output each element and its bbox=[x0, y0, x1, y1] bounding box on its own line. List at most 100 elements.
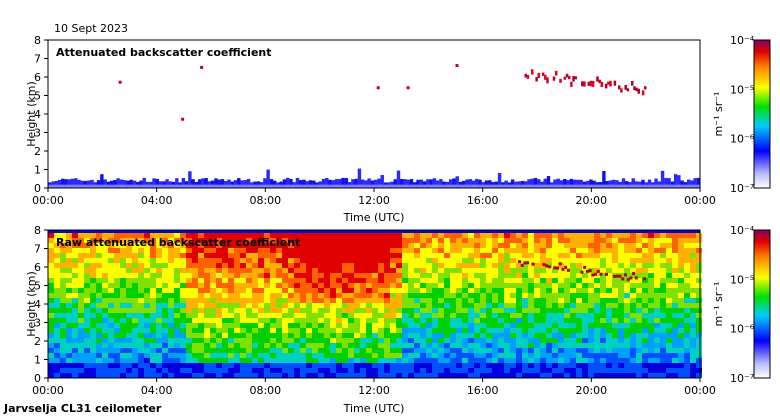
raw-signal-cell bbox=[468, 353, 474, 358]
raw-signal-cell bbox=[360, 238, 366, 243]
raw-signal-cell bbox=[426, 273, 432, 278]
raw-signal-cell bbox=[198, 268, 204, 273]
raw-signal-cell bbox=[300, 288, 306, 293]
raw-signal-cell bbox=[336, 263, 342, 268]
raw-signal-cell bbox=[90, 298, 96, 303]
raw-signal-cell bbox=[114, 313, 120, 318]
raw-signal-cell bbox=[132, 238, 138, 243]
raw-signal-cell bbox=[312, 353, 318, 358]
raw-signal-cell bbox=[216, 233, 222, 238]
raw-signal-cell bbox=[528, 373, 534, 378]
raw-signal-cell bbox=[402, 263, 408, 268]
raw-signal-cell bbox=[240, 338, 246, 343]
boundary-layer-base bbox=[537, 184, 541, 188]
raw-signal-cell bbox=[48, 238, 54, 243]
raw-signal-cell bbox=[492, 348, 498, 353]
raw-signal-cell bbox=[276, 308, 282, 313]
raw-signal-cell bbox=[642, 328, 648, 333]
raw-signal-cell bbox=[78, 328, 84, 333]
raw-signal-cell bbox=[546, 288, 552, 293]
raw-signal-cell bbox=[522, 293, 528, 298]
raw-signal-cell bbox=[156, 283, 162, 288]
boundary-layer-base bbox=[51, 184, 55, 188]
raw-signal-cell bbox=[690, 368, 696, 373]
raw-signal-cell bbox=[558, 293, 564, 298]
raw-signal-cell bbox=[474, 263, 480, 268]
boundary-layer-base bbox=[227, 184, 231, 188]
raw-signal-cell bbox=[288, 308, 294, 313]
raw-signal-cell bbox=[450, 328, 456, 333]
instrument-label: Jarvselja CL31 ceilometer bbox=[3, 402, 162, 415]
raw-signal-cell bbox=[330, 288, 336, 293]
raw-signal-cell bbox=[60, 333, 66, 338]
raw-signal-cell bbox=[174, 348, 180, 353]
raw-signal-cell bbox=[534, 293, 540, 298]
raw-signal-cell bbox=[390, 313, 396, 318]
raw-signal-cell bbox=[420, 233, 426, 238]
raw-signal-cell bbox=[480, 363, 486, 368]
raw-signal-cell bbox=[492, 373, 498, 378]
raw-signal-cell bbox=[618, 248, 624, 253]
raw-signal-cell bbox=[588, 243, 594, 248]
raw-signal-cell bbox=[426, 278, 432, 283]
boundary-layer-base bbox=[64, 184, 68, 188]
raw-signal-cell bbox=[516, 373, 522, 378]
raw-signal-cell bbox=[540, 333, 546, 338]
raw-signal-cell bbox=[618, 258, 624, 263]
raw-signal-cell bbox=[516, 273, 522, 278]
raw-signal-cell bbox=[360, 323, 366, 328]
cloud-pixel bbox=[585, 269, 589, 273]
raw-signal-cell bbox=[108, 303, 114, 308]
raw-signal-cell bbox=[222, 373, 228, 378]
raw-signal-cell bbox=[594, 348, 600, 353]
raw-signal-cell bbox=[48, 338, 54, 343]
raw-signal-cell bbox=[252, 233, 258, 238]
boundary-layer-base bbox=[419, 184, 424, 188]
raw-signal-cell bbox=[222, 278, 228, 283]
raw-signal-cell bbox=[186, 268, 192, 273]
raw-signal-cell bbox=[378, 308, 384, 313]
raw-signal-cell bbox=[504, 373, 510, 378]
boundary-layer-base bbox=[240, 184, 244, 188]
raw-signal-cell bbox=[348, 358, 354, 363]
raw-signal-cell bbox=[552, 363, 558, 368]
raw-signal-cell bbox=[510, 258, 516, 263]
raw-signal-cell bbox=[66, 348, 72, 353]
raw-signal-cell bbox=[558, 248, 564, 253]
raw-signal-cell bbox=[324, 308, 330, 313]
raw-signal-cell bbox=[468, 308, 474, 313]
boundary-layer-base bbox=[572, 184, 577, 188]
cloud-pixel bbox=[520, 263, 524, 267]
raw-signal-cell bbox=[162, 243, 168, 248]
raw-signal-cell bbox=[306, 303, 312, 308]
raw-signal-cell bbox=[540, 298, 546, 303]
raw-signal-cell bbox=[504, 273, 510, 278]
raw-signal-cell bbox=[594, 248, 600, 253]
boundary-layer-column bbox=[537, 179, 541, 188]
raw-signal-cell bbox=[480, 233, 486, 238]
x-axis-label-2: Time (UTC) bbox=[343, 402, 405, 415]
raw-signal-cell bbox=[426, 343, 432, 348]
raw-signal-cell bbox=[66, 263, 72, 268]
boundary-layer-column bbox=[615, 180, 619, 188]
raw-signal-cell bbox=[48, 263, 54, 268]
raw-signal-cell bbox=[156, 248, 162, 253]
raw-signal-cell bbox=[630, 298, 636, 303]
raw-signal-cell bbox=[288, 318, 294, 323]
boundary-layer-column bbox=[77, 179, 81, 188]
raw-signal-cell bbox=[60, 248, 66, 253]
raw-signal-cell bbox=[96, 293, 102, 298]
raw-signal-cell bbox=[378, 333, 384, 338]
boundary-layer-column bbox=[497, 172, 502, 188]
raw-signal-cell bbox=[378, 273, 384, 278]
cloud-pixel bbox=[541, 72, 545, 76]
cloud-pixel bbox=[613, 274, 617, 278]
raw-signal-cell bbox=[354, 283, 360, 288]
raw-signal-cell bbox=[468, 328, 474, 333]
raw-signal-cell bbox=[126, 303, 132, 308]
raw-signal-cell bbox=[102, 268, 108, 273]
raw-signal-cell bbox=[120, 298, 126, 303]
raw-signal-cell bbox=[678, 308, 684, 313]
boundary-layer-base bbox=[70, 184, 75, 188]
raw-signal-cell bbox=[690, 303, 696, 308]
